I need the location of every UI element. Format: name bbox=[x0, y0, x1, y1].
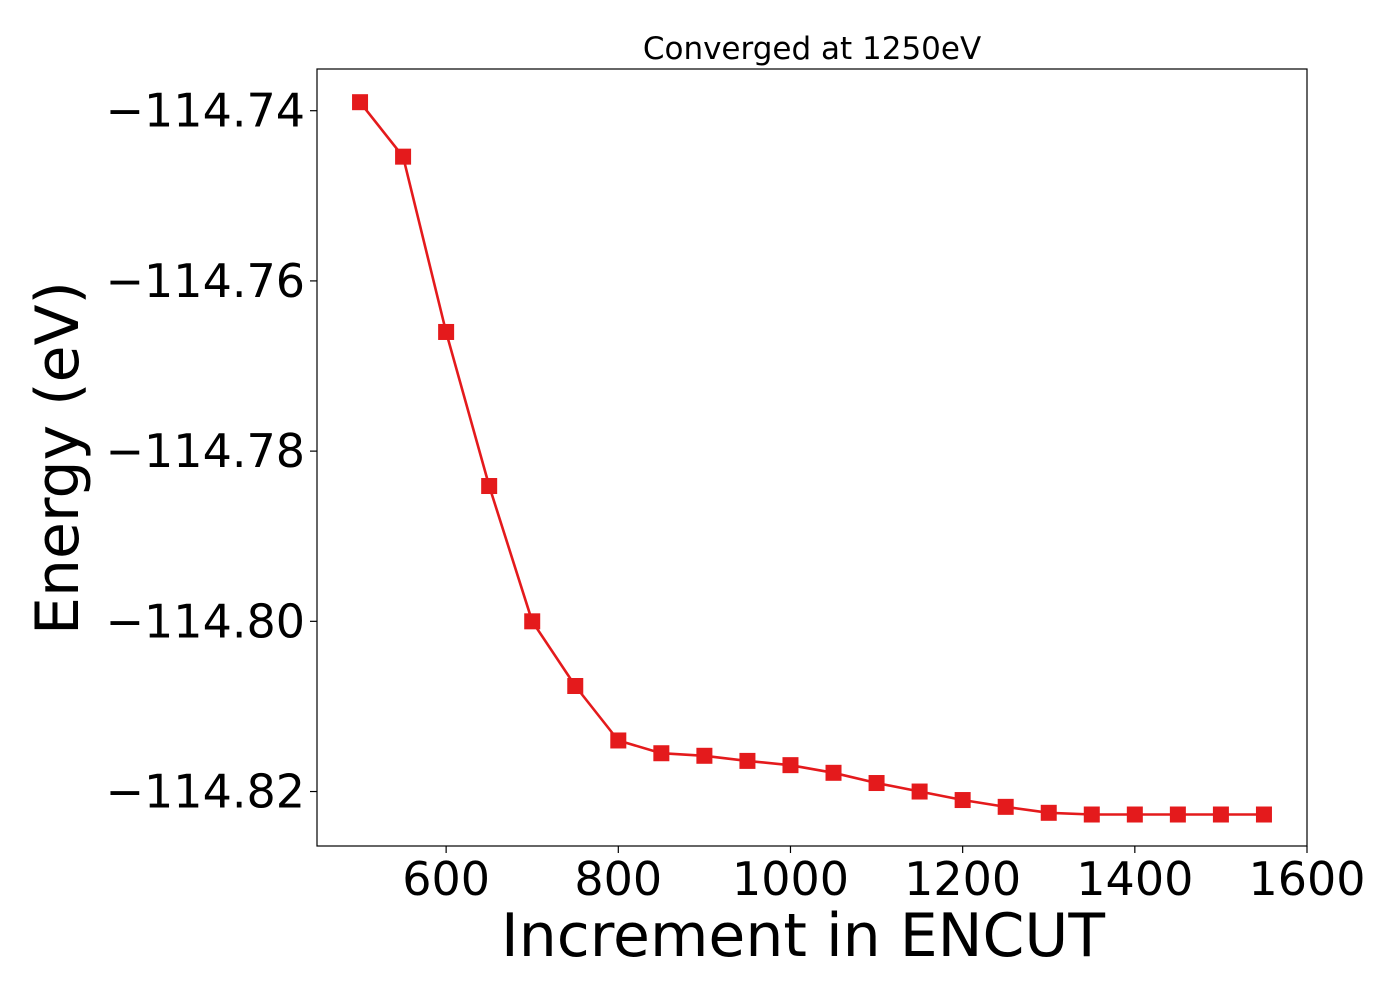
data-point-marker bbox=[911, 783, 928, 800]
x-tick-label: 1600 bbox=[1248, 852, 1365, 906]
x-tick-label: 800 bbox=[574, 852, 662, 906]
data-point-marker bbox=[438, 323, 455, 340]
data-point-marker bbox=[481, 478, 498, 495]
x-tick-label: 1000 bbox=[732, 852, 849, 906]
data-point-marker bbox=[825, 764, 842, 781]
data-point-marker bbox=[1126, 806, 1143, 823]
series-line bbox=[358, 101, 1264, 816]
y-tick-label: −114.76 bbox=[106, 254, 306, 308]
plot-frame bbox=[316, 68, 1308, 847]
data-point-marker bbox=[739, 752, 756, 769]
data-point-marker bbox=[1255, 806, 1272, 823]
data-point-marker bbox=[352, 94, 369, 111]
data-point-marker bbox=[395, 148, 412, 165]
x-axis-label: Increment in ENCUT bbox=[501, 901, 1105, 971]
data-point-marker bbox=[868, 775, 885, 792]
data-point-marker bbox=[524, 613, 541, 630]
x-tick-label: 1400 bbox=[1076, 852, 1193, 906]
data-point-marker bbox=[567, 678, 584, 695]
y-axis-label: Energy (eV) bbox=[23, 281, 93, 635]
data-point-marker bbox=[1040, 804, 1057, 821]
data-point-marker bbox=[610, 732, 627, 749]
data-point-marker bbox=[696, 747, 713, 764]
y-tick-label: −114.74 bbox=[106, 84, 306, 138]
y-tick-label: −114.82 bbox=[106, 765, 306, 819]
data-point-marker bbox=[997, 798, 1014, 815]
chart-title: Converged at 1250eV bbox=[643, 31, 981, 67]
y-tick-label: −114.80 bbox=[106, 594, 306, 648]
data-point-marker bbox=[782, 757, 799, 774]
data-point-marker bbox=[1169, 806, 1186, 823]
x-tick-label: 600 bbox=[402, 852, 490, 906]
y-tick-label: −114.78 bbox=[106, 424, 306, 478]
data-point-marker bbox=[1212, 806, 1229, 823]
data-point-marker bbox=[653, 745, 670, 762]
plot-area: 600 800 1000 1200 1400 1600 −114.74 −114.76 −114… bbox=[106, 68, 1366, 906]
x-tick-label: 1200 bbox=[904, 852, 1021, 906]
data-point-marker bbox=[1083, 806, 1100, 823]
data-point-marker bbox=[954, 792, 971, 809]
